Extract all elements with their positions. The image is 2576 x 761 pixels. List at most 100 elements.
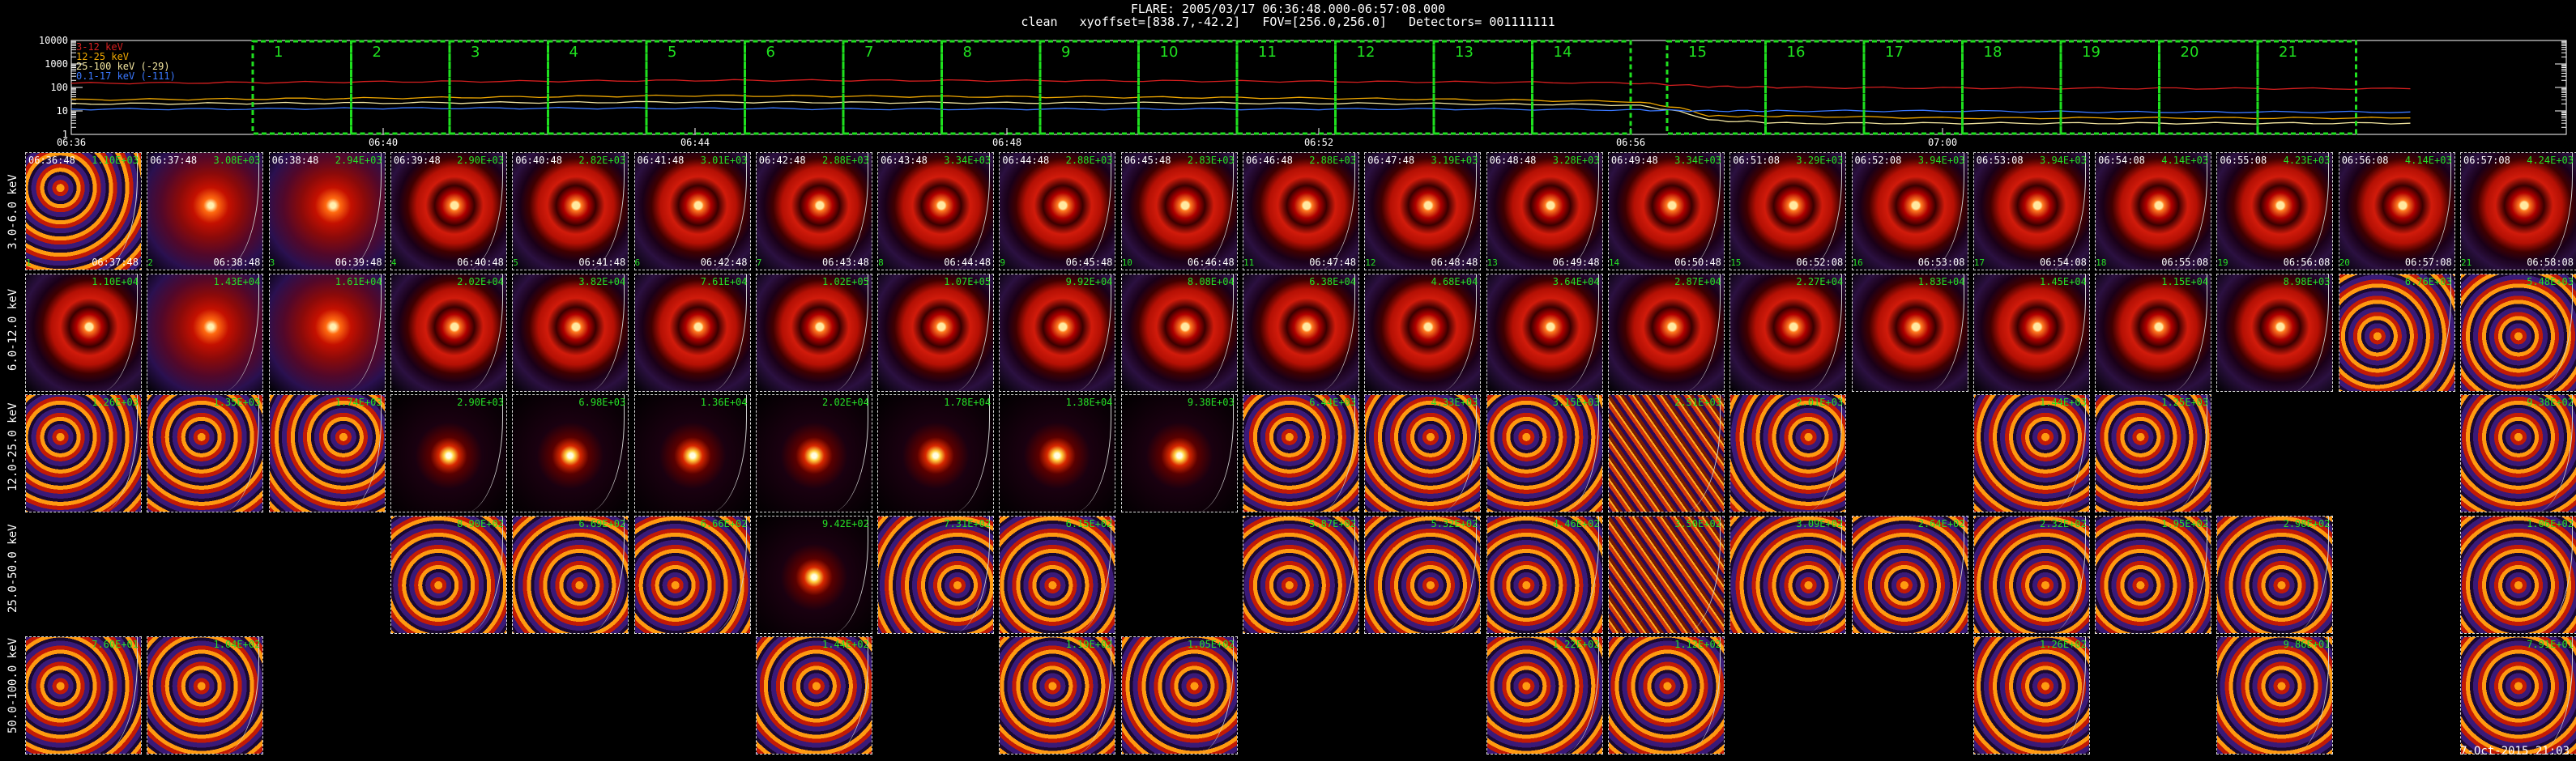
y-tick-label: 1000	[45, 58, 68, 70]
image-cell: 7.91E+01	[2460, 636, 2576, 755]
flux-label: 9.42E+02	[822, 517, 869, 529]
flux-label: 1.35E+03	[213, 397, 261, 408]
interval-number: 10	[1121, 257, 1132, 268]
image-cell: 3.28E+03 06:48:48 06:49:48 13	[1486, 152, 1603, 270]
flux-label: 1.74E+03	[335, 397, 382, 408]
start-time-label: 06:52:08	[1854, 155, 1902, 166]
interval-number: 19	[2217, 257, 2228, 268]
flux-label: 1.02E+05	[822, 275, 869, 287]
start-time-label: 06:49:48	[1610, 155, 1658, 166]
end-time-label: 06:38:48	[213, 257, 261, 268]
image-cell: 1.05E+02	[1120, 636, 1238, 755]
flux-label: 1.61E+04	[335, 275, 382, 287]
image-cell: 1.26E+03	[25, 394, 142, 512]
start-time-label: 06:38:48	[271, 155, 319, 166]
image-cell: 2.98E+02	[2216, 515, 2334, 634]
flux-label: 2.82E+03	[578, 155, 626, 166]
flux-label: 2.02E+04	[822, 397, 869, 408]
end-time-label: 06:46:48	[1187, 257, 1235, 268]
image-cell: 1.45E+04	[1973, 273, 2090, 392]
flux-label: 1.44E+03	[2040, 397, 2087, 408]
interval-box	[2158, 40, 2259, 135]
image-cell: 1.22E+02	[1486, 636, 1603, 755]
image-cell: 3.94E+03 06:52:08 06:53:08 16	[1851, 152, 1968, 270]
x-tick-label: 06:40	[369, 137, 398, 148]
interval-box	[350, 40, 451, 135]
image-cell: 5.48E+03	[2460, 273, 2576, 392]
flux-label: 1.25E+03	[2161, 397, 2209, 408]
y-tick-label: 100	[50, 82, 68, 93]
start-time-label: 06:55:08	[2220, 155, 2267, 166]
interval-box	[1665, 40, 1767, 135]
flux-label: 7.61E+04	[700, 275, 748, 287]
image-cell: 2.01E+03	[1729, 394, 1847, 512]
x-tick-label: 06:48	[992, 137, 1021, 148]
end-time-label: 06:53:08	[1917, 257, 1965, 268]
image-cell: 9.38E+02	[2460, 394, 2576, 512]
image-cell: 1.15E+04	[2095, 273, 2212, 392]
flux-label: 8.98E+03	[2283, 275, 2331, 287]
interval-label: 10	[1160, 44, 1179, 61]
interval-box	[448, 40, 549, 135]
image-cell: 2.51E+03	[1607, 394, 1725, 512]
start-time-label: 06:36:48	[28, 155, 75, 166]
flux-label: 3.09E+02	[1796, 517, 1844, 529]
interval-number: 12	[1365, 257, 1376, 268]
flux-label: 1.07E+05	[944, 275, 992, 287]
flux-label: 2.88E+03	[1065, 155, 1113, 166]
image-cell: 6.69E+02	[512, 515, 629, 634]
flux-label: 4.23E+03	[2283, 155, 2331, 166]
start-time-label: 06:39:48	[393, 155, 441, 166]
image-cell: 1.10E+04	[25, 273, 142, 392]
end-time-label: 06:48:48	[1431, 257, 1478, 268]
image-cell: 4.33E+03	[1364, 394, 1482, 512]
flux-label: 1.45E+04	[2040, 275, 2087, 287]
image-cell: 4.14E+03 06:56:08 06:57:08 20	[2338, 152, 2455, 270]
interval-box	[2256, 40, 2357, 135]
image-cell: 6.44E+03	[1243, 394, 1359, 512]
image-cell: 9.42E+02	[755, 515, 872, 634]
flux-label: 2.27E+04	[1796, 275, 1844, 287]
interval-number: 17	[1973, 257, 1985, 268]
start-time-label: 06:54:08	[2098, 155, 2145, 166]
image-cell: 6.38E+04	[1243, 273, 1359, 392]
start-time-label: 06:56:08	[2341, 155, 2389, 166]
end-time-label: 06:57:08	[2404, 257, 2452, 268]
flux-label: 4.24E+03	[2527, 155, 2574, 166]
flux-label: 9.86E+01	[2283, 639, 2331, 650]
flux-label: 7.60E+01	[92, 639, 139, 650]
image-cell: 3.29E+03 06:51:08 06:52:08 15	[1729, 152, 1847, 270]
image-cell: 1.83E+04	[1851, 273, 1968, 392]
interval-box	[645, 40, 746, 135]
image-cell: 1.44E+02	[755, 636, 872, 755]
interval-number: 16	[1852, 257, 1863, 268]
series-line-1	[70, 94, 2411, 120]
interval-number: 18	[2096, 257, 2107, 268]
interval-number: 4	[390, 257, 397, 268]
flux-label: 2.90E+03	[457, 397, 504, 408]
flux-label: 1.43E+04	[213, 275, 261, 287]
flux-label: 4.14E+03	[2404, 155, 2452, 166]
interval-box	[1432, 40, 1533, 135]
interval-label: 9	[1061, 44, 1070, 61]
end-time-label: 06:52:08	[1796, 257, 1844, 268]
interval-box	[842, 40, 943, 135]
image-cell: 2.87E+04	[1607, 273, 1725, 392]
image-cell: 1.36E+04	[633, 394, 751, 512]
image-cell: 3.50E+02	[1607, 515, 1725, 634]
flux-label: 9.38E+02	[2527, 397, 2574, 408]
flux-label: 4.14E+03	[2161, 155, 2209, 166]
y-tick-label: 10000	[39, 35, 68, 46]
end-time-label: 06:43:48	[822, 257, 869, 268]
interval-box	[1334, 40, 1435, 135]
interval-label: 18	[1984, 44, 2002, 61]
flux-label: 2.64E+02	[1917, 517, 1965, 529]
flux-label: 3.15E+03	[1552, 397, 1600, 408]
image-cell: 3.94E+03 06:53:08 06:54:08 17	[1973, 152, 2090, 270]
image-cell: 6.15E+02	[999, 515, 1116, 634]
end-time-label: 06:50:48	[1674, 257, 1721, 268]
image-cell: 4.23E+03 06:55:08 06:56:08 19	[2216, 152, 2334, 270]
image-cell: 1.95E+02	[2095, 515, 2212, 634]
interval-label: 1	[274, 44, 283, 61]
interval-box	[940, 40, 1042, 135]
